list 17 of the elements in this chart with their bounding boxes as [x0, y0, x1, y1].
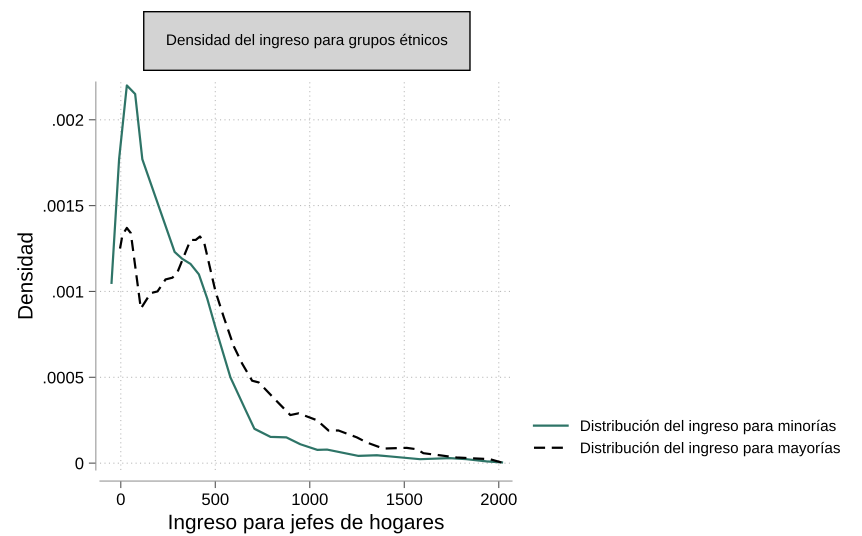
legend-label: Distribución del ingreso para minorías [581, 420, 836, 434]
x-axis-title: Ingreso para jefes de hogares [170, 514, 444, 534]
x-tick-label: 500 [202, 493, 229, 506]
x-tick-label: 1500 [387, 493, 422, 506]
legend-label: Distribución del ingreso para mayorías [581, 442, 840, 456]
line-series [118, 226, 503, 464]
x-tick-label: 0 [116, 493, 125, 506]
y-tick-label: .0005 [44, 372, 84, 384]
y-tick-label: .002 [53, 114, 84, 126]
x-tick-label: 1000 [292, 493, 328, 506]
chart-title: Densidad del ingreso para grupos étnicos [167, 34, 448, 48]
y-tick-label: 0 [75, 458, 84, 470]
y-axis-title: Densidad [17, 233, 33, 318]
line-series [110, 84, 504, 464]
x-tick-label: 2000 [481, 493, 517, 506]
y-tick-label: .0015 [44, 200, 84, 212]
y-tick-label: .001 [53, 286, 84, 298]
